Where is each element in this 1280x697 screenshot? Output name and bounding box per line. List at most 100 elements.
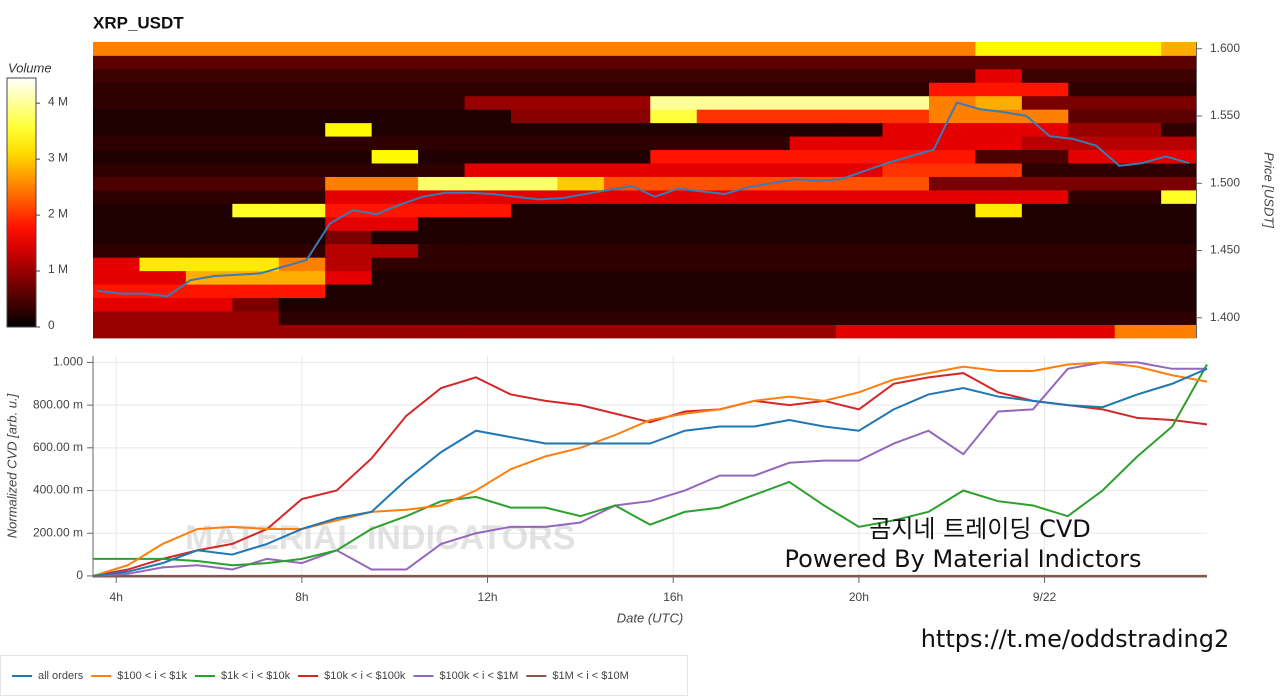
heatmap-cell [743,95,791,110]
heatmap-cell [789,122,837,137]
heatmap-cell [1114,149,1162,164]
heatmap-cell [882,68,930,83]
heatmap-cell [1068,324,1116,339]
heatmap-cell [185,203,233,218]
heatmap-cell [371,324,419,339]
heatmap-cell [975,311,1023,325]
heatmap-cell [928,284,976,299]
heatmap-cell [418,55,465,70]
heatmap-cell [603,136,651,151]
heatmap-cell [185,95,233,110]
heatmap-cell [139,82,187,97]
heatmap-cell [603,149,651,164]
heatmap-cell [603,230,651,245]
heatmap-cell [603,109,651,124]
heatmap-cell [325,122,373,137]
heatmap-cell [789,149,837,164]
heatmap-cell [928,122,976,137]
y-tick-label: 1.600 [1210,41,1240,55]
heatmap-cell [836,55,883,70]
heatmap-cell [418,230,465,245]
heatmap-cell [1021,109,1069,124]
heatmap-cell [836,68,883,83]
heatmap-cell [650,149,698,164]
heatmap-cell [418,136,465,151]
heatmap-cell [789,82,837,97]
heatmap-cell [696,149,744,164]
heatmap-cell [93,163,140,177]
heatmap-cell [1068,82,1116,97]
heatmap-cell [1021,42,1069,56]
heatmap-cell [603,297,651,312]
heatmap-cell [418,176,465,191]
heatmap-cell [789,190,837,204]
heatmap-cell [557,176,605,191]
heatmap-cell [975,55,1023,70]
heatmap-cell [325,176,373,191]
heatmap-cell [603,95,651,110]
heatmap-cell [93,95,140,110]
heatmap-cell [836,216,883,231]
heatmap-cell [789,230,837,245]
heatmap-cell [975,270,1023,285]
heatmap-cell [464,95,512,110]
heatmap-cell [603,42,651,56]
heatmap-cell [1114,230,1162,245]
heatmap-cell [1114,55,1162,70]
heatmap-cell [325,55,373,70]
heatmap-cell [139,163,187,177]
heatmap-cell [789,216,837,231]
heatmap-cell [278,109,326,124]
heatmap-cell [232,216,280,231]
legend-label: $100k < i < $1M [439,670,518,682]
heatmap-cell [882,55,930,70]
heatmap-cell [232,95,280,110]
y-tick-label: 1.550 [1210,108,1240,122]
legend-box [0,655,688,696]
heatmap-cell [882,230,930,245]
heatmap-cell [1114,95,1162,110]
chart-title: XRP_USDT [93,13,184,32]
heatmap-cell [928,176,976,191]
heatmap-cell [836,163,883,177]
heatmap-cell [371,55,419,70]
heatmap-cell [232,176,280,191]
heatmap-cell [325,270,373,285]
series-line [92,367,1208,577]
heatmap-cell [696,190,744,204]
series-line [93,364,1208,567]
heatmap-cell [325,163,373,177]
heatmap-cell [650,216,698,231]
heatmap-cell [278,163,326,177]
heatmap-cell [836,230,883,245]
heatmap-cell [882,284,930,299]
heatmap-cell [510,311,558,325]
heatmap-cell [139,109,187,124]
heatmap-cell [603,243,651,258]
heatmap-cell [1161,190,1197,204]
heatmap-cell [139,55,187,70]
heatmap-cell [789,243,837,258]
heatmap-cell [418,68,465,83]
heatmap-cell [557,109,605,124]
heatmap-cell [1161,297,1197,312]
heatmap-cell [139,42,187,56]
heatmap-cell [1114,284,1162,299]
heatmap-cell [139,136,187,151]
heatmap-cell [743,190,791,204]
heatmap-cell [557,163,605,177]
heatmap-cell [510,82,558,97]
axis-line [92,356,1207,578]
heatmap-cell [371,216,419,231]
heatmap-cell [232,311,280,325]
heatmap-cell [371,190,419,204]
heatmap-cell [1161,257,1197,272]
heatmap-cell [1021,122,1069,137]
heatmap-cell [1068,230,1116,245]
heatmap-cell [93,149,140,164]
heatmap-cell [603,176,651,191]
heatmap-cell [836,109,883,124]
y-tick-label: 1.450 [1210,243,1240,257]
heatmap-cell [1021,297,1069,312]
heatmap-cell [928,270,976,285]
